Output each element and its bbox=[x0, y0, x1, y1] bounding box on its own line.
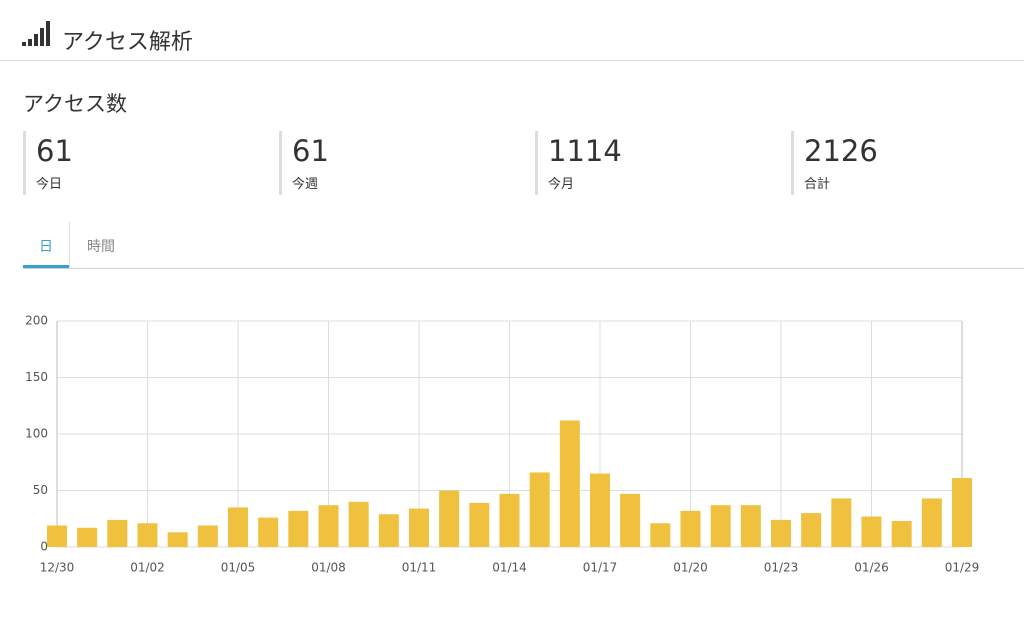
x-tick-label: 01/20 bbox=[673, 561, 708, 575]
x-tick-label: 01/17 bbox=[583, 561, 618, 575]
y-tick-label: 150 bbox=[25, 370, 48, 384]
bar bbox=[921, 498, 942, 547]
bar bbox=[197, 525, 218, 547]
stat: 61 今日 bbox=[23, 131, 73, 195]
x-tick-label: 01/05 bbox=[221, 561, 256, 575]
bar bbox=[469, 502, 490, 547]
stat-value: 61 bbox=[292, 134, 329, 168]
bar bbox=[952, 478, 972, 547]
x-tick-label: 01/26 bbox=[854, 561, 889, 575]
bar bbox=[740, 505, 761, 547]
y-tick-label: 0 bbox=[40, 540, 48, 554]
bar bbox=[318, 505, 339, 547]
header: アクセス解析 bbox=[0, 0, 1024, 61]
x-tick-label: 01/14 bbox=[492, 561, 527, 575]
stat-value: 61 bbox=[36, 134, 73, 168]
bar bbox=[710, 505, 731, 547]
bar bbox=[620, 493, 641, 547]
stat-label: 今日 bbox=[36, 177, 63, 192]
bar bbox=[77, 527, 98, 547]
x-tick-label: 01/11 bbox=[402, 561, 437, 575]
x-tick-label: 01/08 bbox=[311, 561, 346, 575]
bar bbox=[831, 498, 852, 547]
bar bbox=[167, 532, 188, 547]
bar bbox=[891, 521, 912, 547]
bar bbox=[680, 510, 701, 547]
bar bbox=[137, 523, 158, 547]
stat: 1114 今月 bbox=[535, 131, 622, 195]
x-tick-label: 12/30 bbox=[40, 561, 75, 575]
bar bbox=[228, 507, 248, 547]
chart: 0 50 100 150 200 12/30 01/02 01/05 01/08 01/11 01/… bbox=[25, 314, 980, 575]
bar bbox=[288, 510, 309, 547]
bar bbox=[559, 420, 580, 547]
bar bbox=[590, 473, 610, 547]
icon bbox=[22, 21, 50, 46]
bar bbox=[47, 525, 67, 547]
x-tick-label: 01/02 bbox=[130, 561, 165, 575]
bar bbox=[439, 490, 460, 547]
bar bbox=[801, 513, 822, 547]
stat-value: 1114 bbox=[548, 134, 622, 168]
tab-separator bbox=[69, 222, 70, 268]
section-title: アクセス数 bbox=[23, 92, 127, 116]
stat-label: 今週 bbox=[292, 177, 319, 192]
bar bbox=[348, 501, 369, 547]
y-tick-label: 100 bbox=[25, 427, 48, 441]
bar bbox=[258, 517, 279, 547]
tab[interactable]: 日 bbox=[39, 239, 53, 255]
bar bbox=[499, 493, 520, 547]
stat-value: 2126 bbox=[804, 134, 878, 168]
stat: 61 今週 bbox=[279, 131, 329, 195]
stat-label: 合計 bbox=[804, 177, 831, 192]
tab-indicator bbox=[23, 265, 69, 268]
bar bbox=[771, 519, 791, 547]
stat-label: 今月 bbox=[548, 177, 575, 192]
x-tick-label: 01/23 bbox=[764, 561, 799, 575]
bar bbox=[650, 523, 671, 547]
y-tick-label: 50 bbox=[33, 483, 48, 497]
tab-line bbox=[23, 268, 1024, 269]
bar bbox=[409, 508, 429, 547]
bar bbox=[107, 519, 128, 547]
x-tick-label: 01/29 bbox=[945, 561, 980, 575]
stat: 2126 合計 bbox=[791, 131, 878, 195]
y-tick-label: 200 bbox=[25, 314, 48, 328]
header-title: アクセス解析 bbox=[62, 30, 193, 55]
tab[interactable]: 時間 bbox=[87, 239, 115, 255]
bar bbox=[378, 514, 399, 547]
bar bbox=[529, 472, 550, 547]
bar bbox=[861, 516, 882, 547]
